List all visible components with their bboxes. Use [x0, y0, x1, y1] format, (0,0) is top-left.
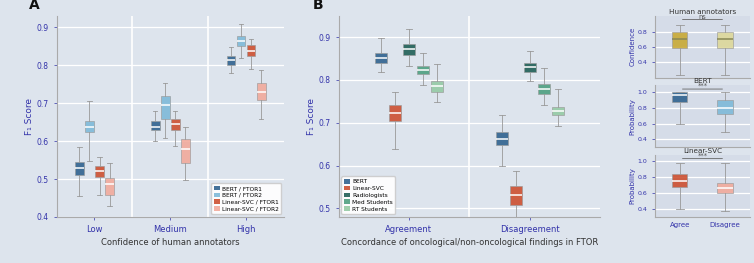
PathPatch shape	[718, 183, 733, 193]
PathPatch shape	[552, 107, 564, 115]
PathPatch shape	[95, 166, 104, 177]
PathPatch shape	[495, 132, 508, 145]
X-axis label: Confidence of human annotators: Confidence of human annotators	[101, 238, 240, 247]
PathPatch shape	[247, 45, 256, 56]
PathPatch shape	[718, 32, 733, 48]
Text: ***: ***	[697, 153, 707, 159]
PathPatch shape	[151, 121, 160, 130]
PathPatch shape	[431, 81, 443, 92]
PathPatch shape	[106, 178, 114, 195]
Text: B: B	[312, 0, 323, 12]
Title: Linear-SVC: Linear-SVC	[683, 148, 722, 154]
Text: A: A	[29, 0, 40, 12]
PathPatch shape	[375, 53, 387, 63]
Y-axis label: Confidence: Confidence	[630, 27, 636, 67]
Y-axis label: F₁ Score: F₁ Score	[307, 98, 316, 135]
PathPatch shape	[672, 92, 688, 102]
Legend: BERT, Linear-SVC, Radiologists, Med Students, RT Students: BERT, Linear-SVC, Radiologists, Med Stud…	[342, 176, 395, 214]
PathPatch shape	[389, 105, 401, 121]
PathPatch shape	[672, 32, 688, 48]
PathPatch shape	[85, 121, 93, 132]
PathPatch shape	[181, 139, 190, 163]
PathPatch shape	[171, 119, 179, 130]
PathPatch shape	[227, 56, 235, 65]
PathPatch shape	[524, 63, 536, 72]
X-axis label: Concordance of oncological/non-oncological findings in FTOR: Concordance of oncological/non-oncologic…	[341, 238, 598, 247]
Text: ns: ns	[699, 13, 706, 19]
Text: ***: ***	[697, 83, 707, 89]
PathPatch shape	[75, 162, 84, 175]
PathPatch shape	[403, 44, 415, 55]
PathPatch shape	[672, 174, 688, 187]
PathPatch shape	[510, 186, 522, 205]
Y-axis label: Probability: Probability	[630, 98, 636, 135]
PathPatch shape	[718, 100, 733, 114]
PathPatch shape	[538, 84, 550, 94]
PathPatch shape	[417, 66, 429, 74]
Y-axis label: Probability: Probability	[630, 168, 636, 204]
Title: Human annotators: Human annotators	[669, 9, 736, 15]
Title: BERT: BERT	[693, 78, 712, 84]
PathPatch shape	[237, 36, 245, 46]
PathPatch shape	[257, 83, 265, 100]
Legend: BERT / FTOR1, BERT / FTOR2, Linear-SVC / FTOR1, Linear-SVC / FTOR2: BERT / FTOR1, BERT / FTOR2, Linear-SVC /…	[211, 183, 281, 214]
Y-axis label: F₁ Score: F₁ Score	[25, 98, 34, 135]
PathPatch shape	[161, 96, 170, 119]
